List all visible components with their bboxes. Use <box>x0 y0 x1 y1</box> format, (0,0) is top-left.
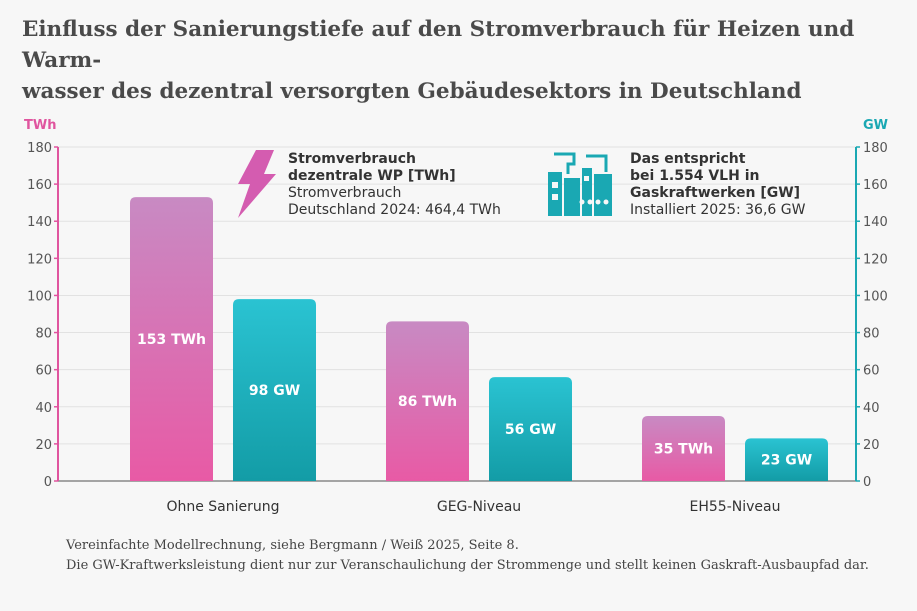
left-tick-label: 60 <box>35 364 52 379</box>
lightning-icon <box>234 150 276 222</box>
legend-wp-line-4: Deutschland 2024: 464,4 TWh <box>288 202 501 218</box>
legend-wp-line-2: dezentrale WP [TWh] <box>288 168 456 184</box>
footnote-line-2: Die GW-Kraftwerksleistung dient nur zur … <box>66 558 869 573</box>
right-tick-label: 100 <box>863 289 888 304</box>
right-axis: GW 0 20 40 60 80 100 120 140 160 180 <box>855 118 888 490</box>
right-tick-label: 0 <box>863 475 871 490</box>
left-tick-label: 140 <box>27 215 52 230</box>
left-tick-label: 120 <box>27 252 52 267</box>
category-label: GEG-Niveau <box>437 499 521 515</box>
category-labels: Ohne Sanierung GEG-Niveau EH55-Niveau <box>166 499 780 515</box>
left-axis: TWh 0 20 40 60 80 100 120 140 160 180 <box>24 118 59 490</box>
left-tick-label: 160 <box>27 178 52 193</box>
title-line-1: Einfluss der Sanierungstiefe auf den Str… <box>22 17 855 73</box>
legend-gw-line-2: bei 1.554 VLH in <box>630 168 760 184</box>
chart-title: Einfluss der Sanierungstiefe auf den Str… <box>22 14 902 107</box>
legend-gw: Das entspricht bei 1.554 VLH in Gaskraft… <box>630 151 805 219</box>
bar-value-label: 153 TWh <box>137 332 206 348</box>
bar-twh <box>386 321 469 481</box>
left-tick-label: 0 <box>44 475 52 490</box>
left-tick-label: 100 <box>27 289 52 304</box>
bar-value-label: 86 TWh <box>398 394 457 410</box>
footnote: Vereinfachte Modellrechnung, siehe Bergm… <box>66 536 869 576</box>
bars: 153 TWh 98 GW 86 TWh 56 GW 35 TWh 23 GW <box>130 197 828 481</box>
left-tick-label: 80 <box>35 327 52 342</box>
right-tick-label: 40 <box>863 401 880 416</box>
bar-gw <box>233 299 316 481</box>
bar-value-label: 35 TWh <box>654 442 713 458</box>
category-label: EH55-Niveau <box>690 499 781 515</box>
left-axis-unit: TWh <box>24 118 56 133</box>
legend-wp: Stromverbrauch dezentrale WP [TWh] Strom… <box>288 151 501 219</box>
right-tick-label: 60 <box>863 364 880 379</box>
left-tick-label: 20 <box>35 438 52 453</box>
bar-gw <box>489 377 572 481</box>
right-tick-label: 160 <box>863 178 888 193</box>
legend-gw-line-4: Installiert 2025: 36,6 GW <box>630 202 806 218</box>
right-axis-unit: GW <box>863 118 888 133</box>
bar-value-label: 23 GW <box>761 453 812 469</box>
bar-value-label: 98 GW <box>249 383 300 399</box>
right-tick-label: 80 <box>863 327 880 342</box>
left-tick-label: 40 <box>35 401 52 416</box>
category-label: Ohne Sanierung <box>166 499 279 515</box>
right-tick-label: 180 <box>863 141 888 156</box>
right-tick-label: 20 <box>863 438 880 453</box>
bar-twh <box>130 197 213 481</box>
legend-gw-line-3: Gaskraftwerken [GW] <box>630 185 801 201</box>
right-tick-label: 140 <box>863 215 888 230</box>
bar-gw <box>745 438 828 481</box>
left-tick-label: 180 <box>27 141 52 156</box>
legend-wp-line-3: Stromverbrauch <box>288 185 402 201</box>
legend-gw-line-1: Das entspricht <box>630 151 746 167</box>
power-plant-icon <box>546 150 614 222</box>
right-tick-label: 120 <box>863 252 888 267</box>
title-line-2: wasser des dezentral versorgten Gebäudes… <box>22 79 802 104</box>
legend-wp-line-1: Stromverbrauch <box>288 151 417 167</box>
bar-value-label: 56 GW <box>505 422 556 438</box>
bar-twh <box>642 416 725 481</box>
footnote-line-1: Vereinfachte Modellrechnung, siehe Bergm… <box>66 538 519 553</box>
